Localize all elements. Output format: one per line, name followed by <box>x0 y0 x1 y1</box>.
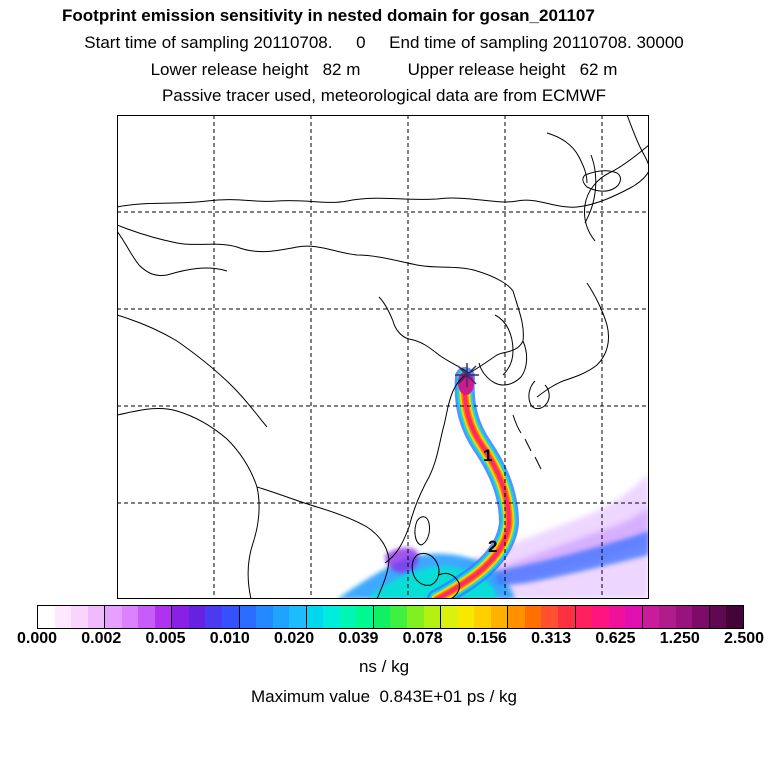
coast-korea-east <box>494 314 514 376</box>
colorbar-cell <box>675 606 693 628</box>
maximum-value-text: Maximum value 0.843E+01 ps / kg <box>251 687 517 706</box>
colorbar-cell <box>608 606 626 628</box>
colorbar-cell <box>625 606 643 628</box>
coast-philippines-1 <box>411 552 440 586</box>
plot-title: Footprint emission sensitivity in nested… <box>62 6 595 25</box>
colorbar-cell <box>222 606 240 628</box>
colorbar-cell <box>474 606 491 628</box>
colorbar-tick-label: 0.010 <box>209 630 250 647</box>
colorbar-tick-label: 0.000 <box>16 630 58 647</box>
coast-philippines-2 <box>438 572 460 599</box>
map-border <box>117 115 649 599</box>
colorbar-cell <box>557 606 576 628</box>
coast-indochina <box>117 408 260 599</box>
colorbar-cell <box>524 606 542 628</box>
colorbar-tick-label: 0.625 <box>595 630 636 647</box>
border-mongolia <box>117 224 514 292</box>
coast-russia-east <box>546 132 588 184</box>
colorbar-cell <box>726 606 743 628</box>
colorbar-cell <box>289 606 307 628</box>
colorbar-tick-label: 0.078 <box>402 630 443 647</box>
colorbar-cell <box>490 606 509 628</box>
colorbar-cell <box>87 606 106 628</box>
colorbar-cell <box>38 606 55 628</box>
colorbar-tick-label: 1.250 <box>659 630 700 647</box>
coast-southeast-asia <box>256 486 390 599</box>
colorbar-cell <box>71 606 88 628</box>
colorbar-cell <box>441 606 458 628</box>
colorbar-units: ns / kg <box>358 657 410 676</box>
colorbar-cell <box>373 606 391 628</box>
colorbar-cell <box>709 606 727 628</box>
release-height-line: Lower release height 82 m Upper release … <box>150 60 618 79</box>
sampling-time-line: Start time of sampling 20110708. 0 End t… <box>84 33 684 52</box>
colorbar-cell <box>239 606 257 628</box>
coast-japan-kyushu <box>528 380 550 410</box>
coast-bohai <box>378 296 470 374</box>
coast-mainland <box>117 170 649 208</box>
colorbar-cell <box>205 606 223 628</box>
colorbar-tick-label: 0.020 <box>274 630 315 647</box>
colorbar-cell <box>121 606 139 628</box>
colorbar-tick-label: 0.005 <box>145 630 186 647</box>
coast-japan-honshu <box>536 282 610 398</box>
colorbar-cell <box>54 606 72 628</box>
colorbar-cell <box>339 606 357 628</box>
colorbar-cell <box>188 606 206 628</box>
coast-ryukyu <box>512 414 542 470</box>
coast-northeast <box>584 144 649 242</box>
colorbar-tick-label: 0.313 <box>531 630 572 647</box>
border-mongolia-east <box>117 230 228 276</box>
lat-lon-grid <box>117 115 649 599</box>
colorbar-cell <box>272 606 290 628</box>
tracer-info-line: Passive tracer used, meteorological data… <box>161 86 607 105</box>
colorbar-cell <box>423 606 442 628</box>
colorbar-cell <box>457 606 475 628</box>
colorbar-cell <box>172 606 189 628</box>
colorbar-cell <box>390 606 408 628</box>
coast-taiwan <box>414 516 430 546</box>
colorbar-cell <box>323 606 340 628</box>
colorbar-cell <box>692 606 710 628</box>
colorbar-tick-label: 0.002 <box>81 630 122 647</box>
colorbar-cell <box>356 606 374 628</box>
colorbar-cell <box>575 606 593 628</box>
receptor-star-icon <box>455 363 479 387</box>
coast-sakhalin <box>584 154 597 224</box>
colorbar-cell <box>642 606 660 628</box>
coast-east-china <box>384 290 524 564</box>
colorbar-cell <box>541 606 558 628</box>
colorbar-cell <box>306 606 324 628</box>
colorbar-cell <box>256 606 273 628</box>
colorbar-cell <box>592 606 609 628</box>
colorbar-cell <box>105 606 122 628</box>
colorbar-tick-label: 0.039 <box>338 630 379 647</box>
colorbar-tick-label: 2.500 <box>723 630 765 647</box>
colorbar-tick-label: 0.156 <box>466 630 507 647</box>
plume-lower-left-violet <box>385 547 419 573</box>
colorbar-cell <box>508 606 525 628</box>
coast-korea <box>478 340 528 386</box>
map-background <box>117 115 649 599</box>
colorbar-cell <box>138 606 155 628</box>
colorbar-cell <box>407 606 424 628</box>
footprint-map: 1 2 <box>117 115 649 599</box>
coastlines <box>117 115 649 599</box>
map-canvas: 1 2 <box>117 115 649 599</box>
coast-japan-hokkaido <box>582 170 621 192</box>
day-marker-2: 2 <box>488 537 497 556</box>
plume-right-blue <box>497 531 649 585</box>
day-marker-1: 1 <box>483 446 492 465</box>
colorbar <box>37 605 744 629</box>
colorbar-cell <box>659 606 676 628</box>
colorbar-cell <box>154 606 173 628</box>
